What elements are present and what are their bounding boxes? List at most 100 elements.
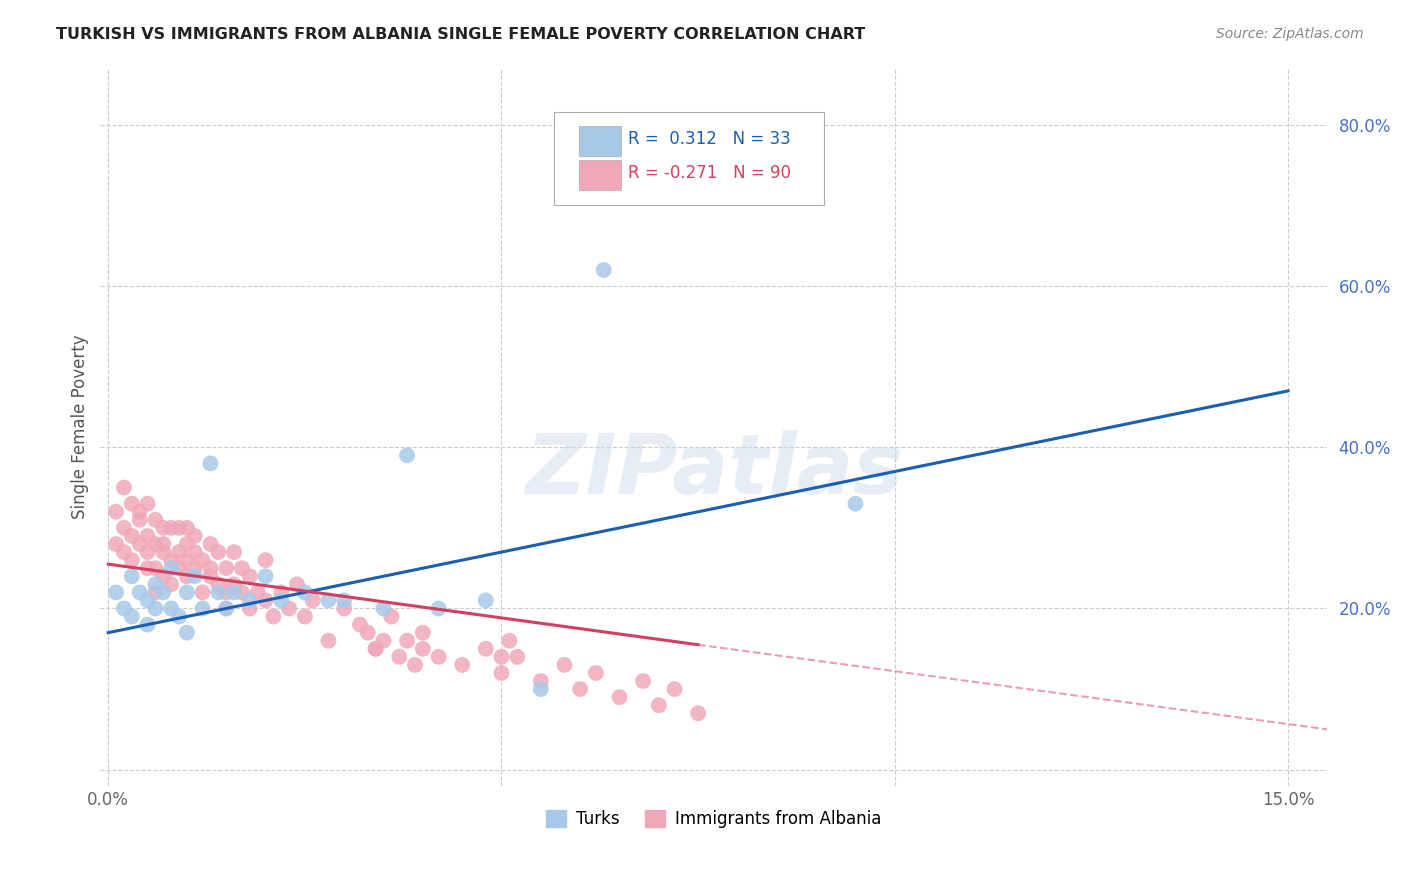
Point [152, 521, 174, 535]
Point [176, 537, 198, 551]
FancyBboxPatch shape [579, 161, 620, 191]
FancyBboxPatch shape [579, 126, 620, 156]
Point [167, 545, 190, 559]
Point [333, 601, 356, 615]
Point [412, 641, 434, 656]
Point [688, 706, 710, 721]
Text: ZIPatlas: ZIPatlas [524, 430, 903, 511]
Point [191, 585, 214, 599]
Point [184, 569, 207, 583]
Point [176, 585, 198, 599]
Point [412, 625, 434, 640]
Point [200, 569, 222, 583]
Point [373, 633, 395, 648]
Point [285, 577, 308, 591]
Point [569, 682, 592, 697]
Point [404, 657, 426, 672]
Point [585, 665, 607, 680]
Point [136, 593, 159, 607]
Point [207, 545, 229, 559]
Point [498, 633, 520, 648]
Point [215, 601, 238, 615]
Text: R = -0.271   N = 90: R = -0.271 N = 90 [628, 164, 792, 182]
FancyBboxPatch shape [554, 112, 824, 205]
Point [184, 545, 207, 559]
Point [152, 585, 174, 599]
Point [262, 609, 284, 624]
Point [145, 601, 167, 615]
Point [294, 585, 316, 599]
Point [145, 513, 167, 527]
Point [530, 682, 553, 697]
Point [160, 521, 183, 535]
Point [333, 593, 356, 607]
Point [121, 529, 143, 543]
Point [451, 657, 474, 672]
Point [270, 585, 292, 599]
Point [105, 585, 128, 599]
Point [136, 545, 159, 559]
Point [664, 682, 686, 697]
Point [254, 593, 277, 607]
Point [592, 263, 614, 277]
Point [160, 601, 183, 615]
Point [491, 649, 513, 664]
Point [128, 537, 150, 551]
Point [506, 649, 529, 664]
Y-axis label: Single Female Poverty: Single Female Poverty [72, 334, 89, 519]
Point [318, 633, 340, 648]
Point [239, 569, 262, 583]
Point [176, 625, 198, 640]
Point [631, 673, 654, 688]
Point [160, 577, 183, 591]
Point [254, 569, 277, 583]
Point [160, 553, 183, 567]
Point [427, 649, 450, 664]
Text: TURKISH VS IMMIGRANTS FROM ALBANIA SINGLE FEMALE POVERTY CORRELATION CHART: TURKISH VS IMMIGRANTS FROM ALBANIA SINGL… [56, 27, 866, 42]
Point [167, 521, 190, 535]
Point [222, 577, 245, 591]
Point [121, 497, 143, 511]
Point [396, 448, 419, 462]
Point [105, 505, 128, 519]
Point [349, 617, 371, 632]
Point [294, 609, 316, 624]
Point [128, 505, 150, 519]
Point [246, 585, 269, 599]
Point [373, 601, 395, 615]
Point [239, 601, 262, 615]
Point [215, 561, 238, 575]
Point [128, 513, 150, 527]
Point [121, 569, 143, 583]
Point [254, 553, 277, 567]
Point [112, 545, 135, 559]
Point [530, 673, 553, 688]
Point [231, 585, 253, 599]
Point [145, 585, 167, 599]
Point [152, 537, 174, 551]
Point [176, 569, 198, 583]
Point [145, 561, 167, 575]
Point [176, 553, 198, 567]
Point [474, 641, 496, 656]
Point [136, 617, 159, 632]
Point [145, 577, 167, 591]
Point [112, 481, 135, 495]
Point [270, 593, 292, 607]
Point [609, 690, 631, 705]
Point [357, 625, 380, 640]
Point [844, 497, 866, 511]
Point [136, 497, 159, 511]
Point [215, 601, 238, 615]
Point [167, 561, 190, 575]
Point [176, 521, 198, 535]
Point [427, 601, 450, 615]
Point [112, 601, 135, 615]
Text: R =  0.312   N = 33: R = 0.312 N = 33 [628, 130, 790, 148]
Point [160, 561, 183, 575]
Point [105, 537, 128, 551]
Point [207, 577, 229, 591]
Point [388, 649, 411, 664]
Point [491, 665, 513, 680]
Point [191, 553, 214, 567]
